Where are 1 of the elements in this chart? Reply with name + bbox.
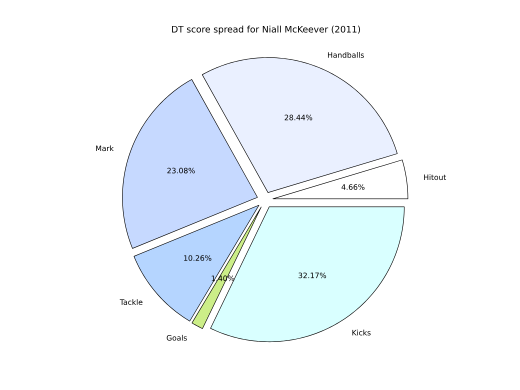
- chart-title: DT score spread for Niall McKeever (2011): [172, 26, 360, 34]
